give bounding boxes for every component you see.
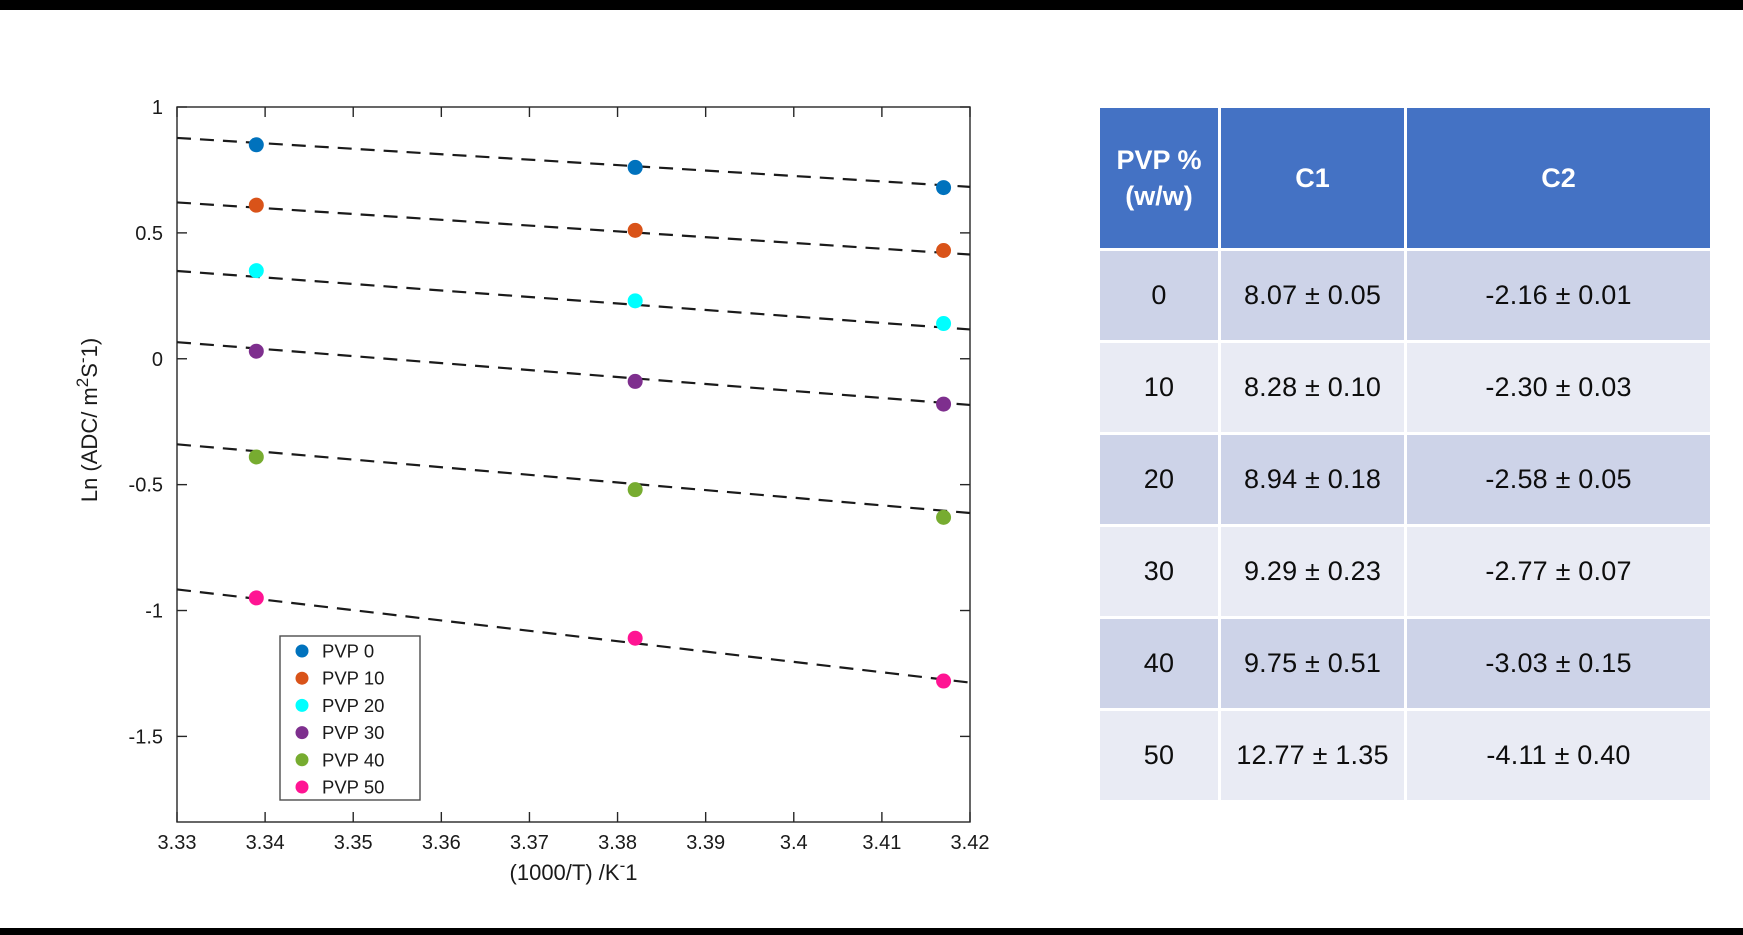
table-header-pvp: PVP % (w/w) (1100, 108, 1218, 248)
x-tick-label: 3.37 (510, 832, 549, 854)
table-cell: 12.77 ± 1.35 (1221, 711, 1404, 800)
legend-marker-pvp-40 (295, 753, 309, 767)
legend-marker-pvp-10 (295, 671, 309, 685)
x-tick-label: 3.41 (862, 832, 901, 854)
data-point-pvp-30 (248, 343, 264, 359)
y-axis-label: Ln (ADC/ m2S-1) (73, 338, 102, 502)
legend-label-pvp-0: PVP 0 (322, 641, 374, 662)
x-tick-label: 3.35 (334, 832, 373, 854)
data-point-pvp-40 (627, 482, 643, 498)
table-cell: 9.29 ± 0.23 (1221, 527, 1404, 616)
fit-line-pvp-20 (176, 269, 971, 331)
table-cell: 0 (1100, 251, 1218, 340)
table-cell: 10 (1100, 343, 1218, 432)
table-cell: 20 (1100, 435, 1218, 524)
table-cell: 8.07 ± 0.05 (1221, 251, 1404, 340)
data-point-pvp-0 (248, 137, 264, 153)
table-cell: -2.30 ± 0.03 (1407, 343, 1710, 432)
x-tick-label: 3.34 (246, 832, 285, 854)
legend-label-pvp-10: PVP 10 (322, 668, 384, 689)
legend-box (279, 635, 421, 801)
data-point-pvp-30 (627, 373, 643, 389)
table-header-c2: C2 (1407, 108, 1710, 248)
data-point-pvp-10 (248, 197, 264, 213)
legend-marker-pvp-20 (295, 698, 309, 712)
data-point-pvp-10 (936, 243, 952, 259)
data-point-pvp-20 (248, 263, 264, 279)
table-header-c1: C1 (1221, 108, 1404, 248)
y-tick-label: -0.5 (129, 475, 163, 497)
table-cell: -4.11 ± 0.40 (1407, 711, 1710, 800)
data-point-pvp-10 (627, 222, 643, 238)
data-point-pvp-40 (936, 509, 952, 525)
x-tick-label: 3.36 (422, 832, 461, 854)
x-axis-label: (1000/T) /K-1 (510, 856, 638, 885)
x-tick-label: 3.38 (598, 832, 637, 854)
data-point-pvp-0 (627, 159, 643, 175)
legend-marker-pvp-30 (295, 726, 309, 740)
y-tick-label: -1.5 (129, 726, 163, 748)
axes-box (176, 106, 971, 823)
y-tick-label: -1 (145, 601, 163, 623)
data-point-pvp-40 (248, 449, 264, 465)
y-tick-label: 0.5 (135, 223, 163, 245)
legend-label-pvp-50: PVP 50 (322, 777, 384, 798)
legend-marker-pvp-50 (295, 780, 309, 794)
data-point-pvp-20 (627, 293, 643, 309)
table-cell: 8.94 ± 0.18 (1221, 435, 1404, 524)
table-cell: -2.16 ± 0.01 (1407, 251, 1710, 340)
fit-line-pvp-40 (176, 443, 971, 515)
y-tick-label: 0 (152, 349, 163, 371)
table-cell: 8.28 ± 0.10 (1221, 343, 1404, 432)
data-point-pvp-50 (248, 590, 264, 606)
table-cell: 50 (1100, 711, 1218, 800)
data-point-pvp-30 (936, 396, 952, 412)
table-cell: -2.58 ± 0.05 (1407, 435, 1710, 524)
x-tick-label: 3.42 (951, 832, 990, 854)
legend-marker-pvp-0 (295, 644, 309, 658)
table-cell: 40 (1100, 619, 1218, 708)
table-cell: -3.03 ± 0.15 (1407, 619, 1710, 708)
legend-label-pvp-30: PVP 30 (322, 722, 384, 743)
legend-label-pvp-40: PVP 40 (322, 749, 384, 770)
fit-line-pvp-10 (176, 201, 971, 256)
fit-line-pvp-0 (176, 136, 971, 188)
legend-label-pvp-20: PVP 20 (322, 695, 384, 716)
data-point-pvp-50 (936, 673, 952, 689)
x-tick-label: 3.4 (780, 832, 808, 854)
y-tick-label: 1 (152, 97, 163, 119)
x-tick-label: 3.39 (686, 832, 725, 854)
data-point-pvp-50 (627, 630, 643, 646)
data-point-pvp-0 (936, 180, 952, 196)
fit-line-pvp-30 (176, 341, 971, 407)
table-cell: 30 (1100, 527, 1218, 616)
fit-line-pvp-50 (176, 588, 971, 684)
fit-coefficients-table: PVP % (w/w) C1 C2 0 8.07 ± 0.05 -2.16 ± 0.… (1100, 108, 1710, 800)
table-cell: -2.77 ± 0.07 (1407, 527, 1710, 616)
data-point-pvp-20 (936, 316, 952, 332)
x-tick-label: 3.33 (158, 832, 197, 854)
table-cell: 9.75 ± 0.51 (1221, 619, 1404, 708)
top-black-bar (0, 0, 1743, 10)
bottom-black-bar (0, 928, 1743, 935)
